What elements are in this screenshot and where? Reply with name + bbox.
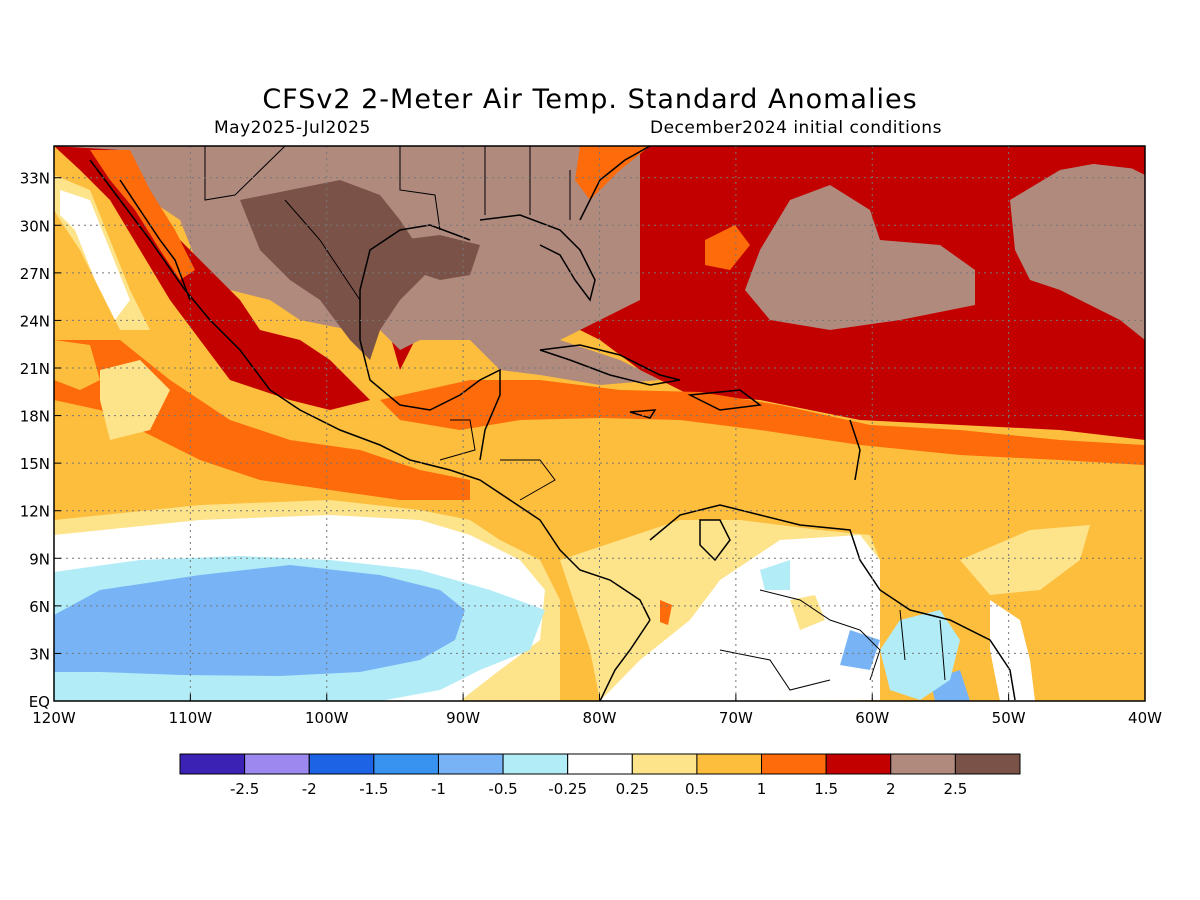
legend-label: -2 [302,780,317,798]
border-guianas [899,609,946,681]
legend-label: 0.5 [685,780,709,798]
border-states-east [484,146,571,220]
anomaly-cyan-venezuela [760,560,790,590]
anomaly-gold-patch [54,340,100,390]
border-honduras [500,459,556,501]
lon-tick-label: 40W [1128,709,1162,727]
legend-swatch [244,753,310,775]
legend-swatch [373,753,439,775]
border-venezuela [759,589,881,681]
coastline-south-america [649,504,1016,701]
legend-label: -0.5 [488,780,517,798]
coastline-hispaniola [687,389,762,411]
legend-swatch [179,753,246,775]
legend-label: 1.5 [814,780,838,798]
legend-label: 2.5 [943,780,967,798]
anomaly-darkbrown-gulf [400,235,480,280]
border-states [330,146,441,231]
lat-tick-label: 9N [29,550,50,568]
lat-tick-label: 15N [20,455,50,473]
coastline-cuba [539,344,681,386]
anomaly-cyan-guiana [880,610,960,700]
coastline-gulf [359,224,501,461]
anomaly-white-baja-west [60,190,130,320]
border-guatemala [439,419,476,461]
lat-tick-label: 27N [20,265,50,283]
anomaly-light-patch-a [100,360,170,440]
graticule [54,146,1145,701]
lon-tick-label: 120W [32,709,76,727]
legend-label: 0.25 [616,780,649,798]
lat-tick-label: 24N [20,312,50,330]
legend-swatch [631,753,698,775]
lat-tick-label: EQ [29,693,50,711]
legend-label: 1 [757,780,767,798]
coastline-jamaica [629,409,657,419]
anomaly-orange-caribbean [380,380,1145,465]
legend-label: 2 [886,780,896,798]
lat-tick-label: 33N [20,170,50,188]
anomaly-red-mexico-coast [54,146,370,410]
coastline-antilles [849,419,861,481]
anomaly-darkbrown-texas [240,180,430,360]
coastline-ecuador [599,619,651,701]
legend-label: -1 [431,780,446,798]
lon-tick-label: 60W [855,709,889,727]
anomaly-orange-carolinas [575,146,650,200]
coastlines [89,146,1016,701]
legend-swatch [761,753,827,775]
coastline-east-us [579,146,651,221]
anomaly-red-north-edge [880,146,1145,170]
anomaly-light-atlantic-south [960,525,1090,595]
legend-swatch [825,753,892,775]
legend-label: -1.5 [359,780,388,798]
legend-swatch [308,753,375,775]
anomaly-blue-pacific [54,565,465,676]
anomaly-brown-atlantic-b [1010,160,1145,340]
coastline-florida [479,214,596,302]
lat-tick-label: 6N [29,598,50,616]
border-us-mexico-west [204,146,286,201]
color-legend: -2.5 -2 -1.5 -1 -0.5 -0.25 0.25 0.5 1 1.5 2 2.5 [179,753,1021,798]
lon-tick-label: 90W [446,709,480,727]
anomaly-orange-colombia [660,600,672,625]
lon-tick-label: 50W [992,709,1026,727]
axis-ticks: 120W 110W 100W 90W 80W 70W 60W 50W 40W 33N 30N 27N 2… [20,170,1162,727]
legend-swatch [954,753,1021,775]
initial-conditions: December2024 initial conditions [650,118,942,138]
legend-swatch [890,753,956,775]
legend-swatch [696,753,763,775]
forecast-period: May2025-Jul2025 [214,118,371,138]
anomaly-brown-atlantic-a [745,185,975,330]
lon-tick-label: 110W [169,709,213,727]
lat-tick-label: 12N [20,503,50,521]
legend-label: -2.5 [230,780,259,798]
border-rio-grande [284,199,361,301]
lat-tick-label: 18N [20,408,50,426]
lat-tick-label: 30N [20,217,50,235]
anomaly-field [54,146,1145,701]
anomaly-light-venezuela [790,595,825,630]
border-colombia-brazil [719,649,831,691]
anomaly-white-south-america [600,535,880,701]
lat-tick-label: 3N [29,645,50,663]
map-title: CFSv2 2-Meter Air Temp. Standard Anomali… [262,84,918,115]
lon-tick-label: 100W [305,709,349,727]
lon-tick-label: 70W [719,709,753,727]
legend-swatch [502,753,569,775]
lat-tick-label: 21N [20,360,50,378]
legend-swatch [567,753,633,775]
legend-swatch [437,753,504,775]
political-borders [204,146,946,691]
anomaly-orange-spot [705,225,750,270]
coastline-lake-maracaibo [699,519,731,562]
legend-label: -0.25 [548,780,587,798]
lon-tick-label: 80W [583,709,617,727]
coastline-pacific [89,159,651,621]
anomaly-white-brazil-coast [990,600,1035,701]
